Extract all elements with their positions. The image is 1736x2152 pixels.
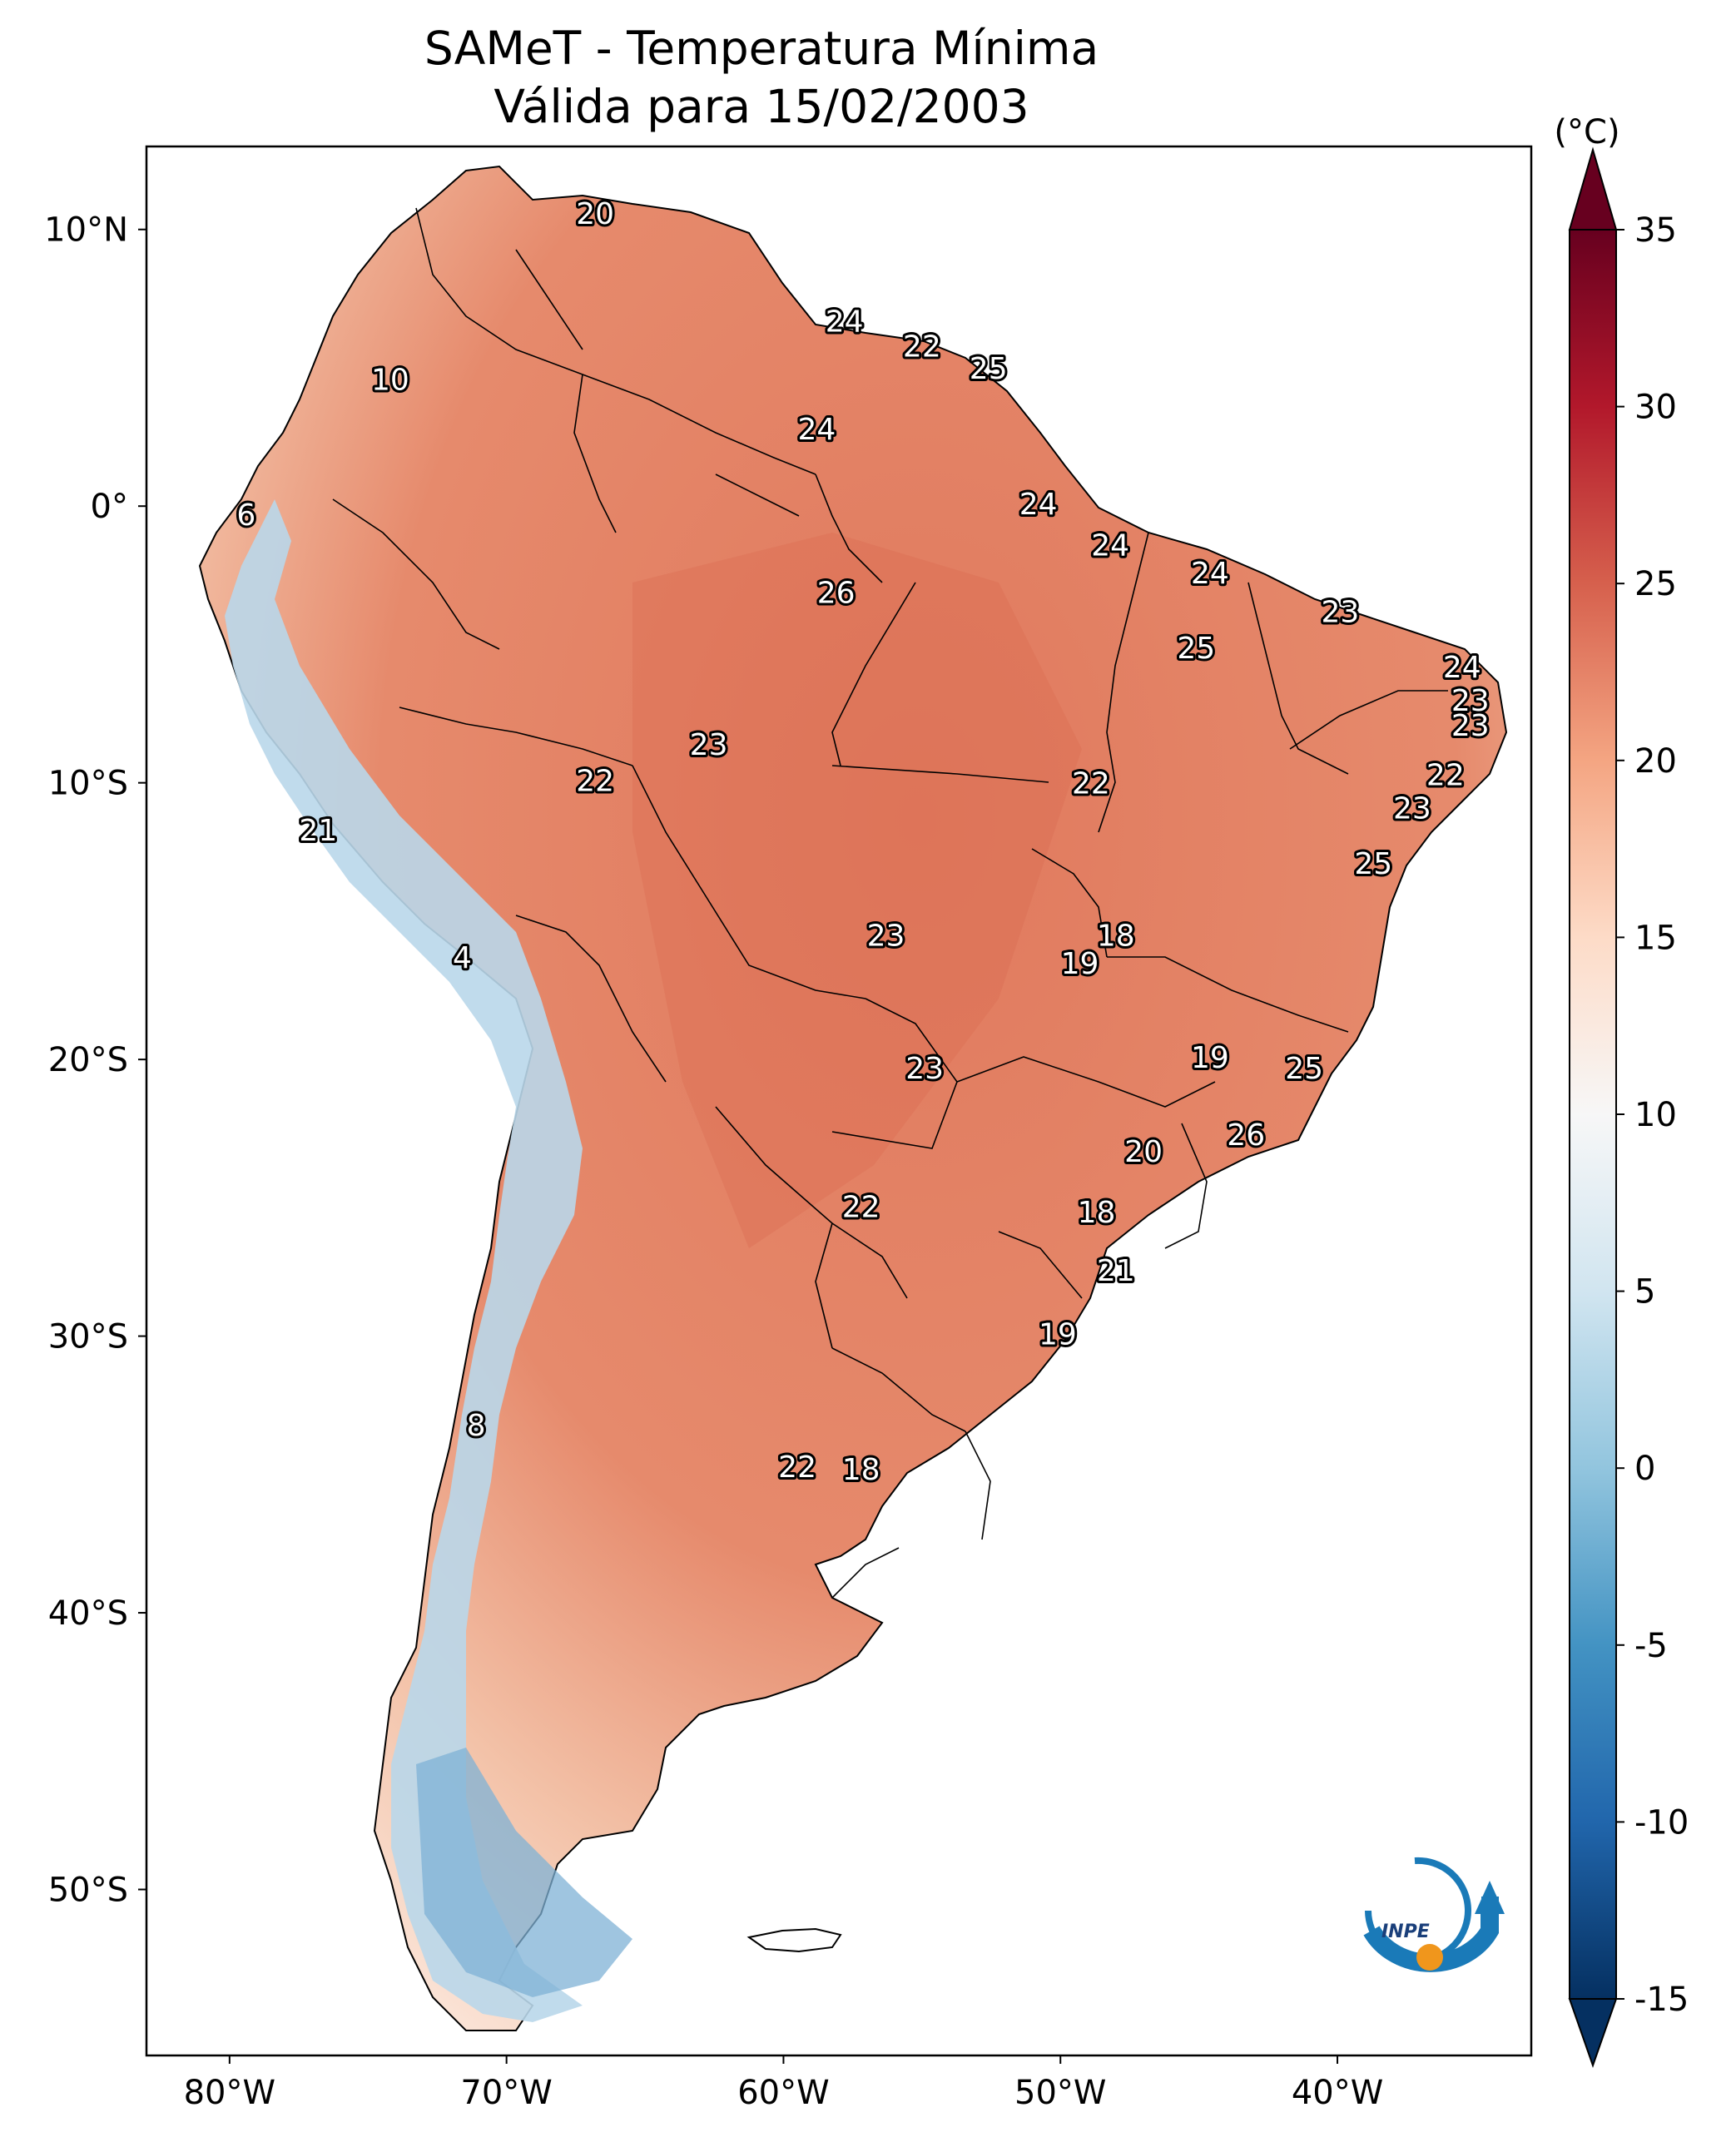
point-value-label: 23 [1451,684,1490,718]
point-value-label: 25 [970,352,1008,386]
point-value-label: 24 [826,305,864,339]
lon-tick-label: 50°W [1014,2074,1106,2112]
point-value-label: 23 [1321,596,1359,630]
colorbar-tick-label: 0 [1634,1450,1655,1488]
point-value-label: 24 [797,413,836,447]
point-value-label: 19 [1039,1317,1077,1351]
point-value-label: 23 [690,728,728,762]
point-value-label: 25 [1354,847,1392,881]
point-value-label: 24 [1443,651,1481,685]
point-value-label: 26 [1227,1118,1265,1153]
point-value-label: 19 [1191,1041,1229,1075]
point-value-label: 23 [905,1052,944,1086]
colorbar-gradient [1569,229,1617,2000]
colorbar-tick-label: 35 [1634,211,1677,250]
central-warm [632,533,1082,1248]
point-value-label: 4 [453,941,472,975]
colorbar-tick-label: -5 [1634,1627,1668,1665]
point-value-label: 22 [1426,759,1465,793]
point-value-label: 25 [1285,1052,1323,1086]
colorbar-tick-label: 25 [1634,565,1677,603]
inpe-logo: INPE [1363,1857,1505,1972]
point-value-label: 20 [1124,1135,1163,1169]
map-area [146,146,1531,2055]
andes-cold-band [225,499,583,2022]
point-value-label: 18 [1078,1196,1116,1230]
logo-arrow-icon [1475,1881,1505,1914]
logo-text: INPE [1381,1921,1430,1942]
country-borders [332,207,1448,1599]
colorbar-tick-label: -15 [1634,1981,1689,2019]
point-value-label: 10 [371,363,409,397]
lat-tick-label: 0° [91,488,128,526]
point-value-label: 22 [778,1450,816,1485]
chart-title: SAMeT - Temperatura Mínima [424,22,1099,75]
lon-tick-label: 60°W [737,2074,829,2112]
lon-tick-label: 40°W [1292,2074,1383,2112]
colorbar-max-arrow [1568,146,1618,231]
colorbar-tick-label: -10 [1634,1803,1689,1842]
point-value-label: 19 [1061,947,1099,981]
colorbar-tick-label: 15 [1634,919,1677,957]
point-value-label: 26 [817,576,856,610]
point-value-label: 8 [467,1409,486,1443]
lat-tick-label: 40°S [48,1594,128,1633]
point-value-label: 21 [299,814,337,848]
point-value-label: 22 [1072,767,1110,801]
lat-tick-label: 30°S [48,1318,128,1356]
point-value-label: 24 [1019,488,1058,522]
point-value-label: 21 [1097,1254,1135,1288]
lat-tick-label: 10°S [48,765,128,803]
point-value-label: 22 [842,1190,880,1224]
colorbar: (°C) 35 30 25 20 15 10 5 0 -5 -10 -15 [1554,113,1689,2069]
colorbar-tick-label: 5 [1634,1273,1655,1312]
colorbar-tick-label: 30 [1634,389,1677,427]
point-value-label: 24 [1091,529,1129,563]
patagonia-cold [416,1748,632,1997]
point-value-label: 24 [1191,557,1229,591]
lat-tick-label: 20°S [48,1041,128,1079]
lon-tick-label: 70°W [460,2074,552,2112]
point-value-label: 23 [867,920,905,954]
chart-subtitle: Válida para 15/02/2003 [494,80,1029,133]
point-value-label: 18 [842,1453,880,1487]
falkland-islands [746,1927,842,1953]
colorbar-tick-label: 10 [1634,1096,1677,1134]
point-value-label: 25 [1177,632,1215,666]
lat-tick-label: 50°S [48,1872,128,1910]
colorbar-tick-label: 20 [1634,742,1677,781]
lat-tick-label: 10°N [44,211,128,250]
point-value-label: 6 [236,498,255,533]
latitude-ticks: 10°N 0° 10°S 20°S 30°S 40°S 50°S [44,211,146,1910]
colorbar-unit: (°C) [1554,113,1619,151]
point-value-label: 23 [1451,709,1490,743]
longitude-ticks: 80°W 70°W 60°W 50°W 40°W [184,2055,1383,2112]
point-value-label: 20 [576,197,614,231]
colorbar-ticks: 35 30 25 20 15 10 5 0 -5 -10 -15 [1616,211,1689,2019]
colorbar-min-arrow [1568,1998,1618,2069]
map-frame [145,145,1533,2057]
point-value-label: 23 [1393,792,1431,826]
logo-orange-dot [1416,1944,1443,1971]
point-value-label: 22 [903,330,941,364]
point-value-label: 22 [576,764,614,798]
point-value-label: 18 [1097,920,1135,954]
lon-tick-label: 80°W [184,2074,275,2112]
point-value-labels: 2024222510242462424262325242323232222222… [234,195,1491,1490]
